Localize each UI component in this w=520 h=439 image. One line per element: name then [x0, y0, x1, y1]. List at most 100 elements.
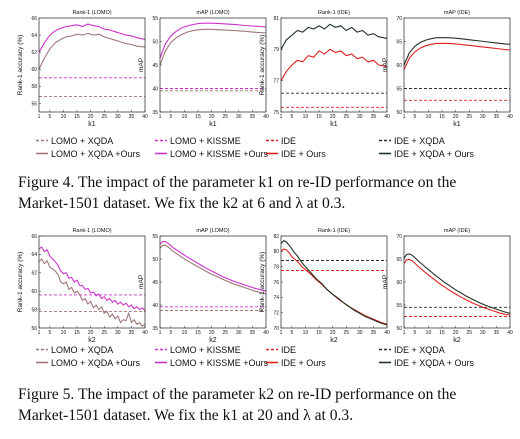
x-tick-label: 15	[439, 114, 445, 120]
series-line-4	[159, 240, 267, 292]
series-line-3	[280, 48, 388, 81]
x-tick-label: 15	[439, 330, 445, 336]
legend-label: IDE + XQDA + Ours	[394, 149, 475, 159]
chart-title: Rank-1 (LOMO)	[72, 228, 111, 234]
plot-frame	[403, 17, 511, 113]
legend-label: LOMO + KISSME	[170, 345, 241, 355]
x-tick-label: 5	[48, 114, 51, 120]
y-tick-label: 65	[396, 257, 402, 263]
figure-4-caption-text: The impact of the parameter k1 on re-ID …	[18, 174, 457, 212]
x-tick-label: 40	[384, 330, 390, 336]
x-tick-label: 40	[507, 114, 513, 120]
x-tick-label: 25	[101, 330, 107, 336]
x-tick-label: 20	[453, 114, 459, 120]
x-tick-label: 25	[222, 330, 228, 336]
y-tick-label: 56	[31, 326, 37, 332]
y-axis-label: mAP	[382, 58, 389, 72]
series-line-4	[159, 22, 267, 59]
plot-frame	[280, 235, 388, 329]
y-tick-label: 40	[152, 86, 158, 92]
chart-title: mAP (LOMO)	[196, 10, 229, 16]
x-tick-label: 15	[74, 330, 80, 336]
y-tick-label: 55	[152, 234, 158, 240]
y-tick-label: 70	[396, 16, 402, 22]
legend-label: LOMO + XQDA +Ours	[51, 358, 141, 368]
y-axis-label: mAP	[138, 58, 145, 72]
plot-frame	[159, 17, 267, 113]
chart-title: Rank-1 (IDE)	[318, 228, 350, 234]
x-tick-label: 1	[159, 114, 162, 120]
x-tick-label: 25	[343, 114, 349, 120]
legend-label: LOMO + KISSME +Ours	[170, 358, 269, 368]
y-tick-label: 75	[273, 110, 279, 116]
figure-4-caption: Figure 4. The impact of the parameter k1…	[18, 172, 510, 214]
x-axis-label: k2	[330, 337, 338, 344]
y-tick-label: 81	[273, 16, 279, 22]
plot-frame	[38, 235, 146, 329]
x-tick-label: 35	[250, 330, 256, 336]
x-tick-label: 5	[169, 330, 172, 336]
x-tick-label: 1	[403, 114, 406, 120]
x-tick-label: 35	[129, 330, 135, 336]
y-tick-label: 74	[273, 295, 279, 301]
x-axis-label: k1	[88, 121, 96, 128]
x-tick-label: 40	[263, 114, 269, 120]
x-tick-label: 10	[61, 330, 67, 336]
y-tick-label: 35	[152, 326, 158, 332]
y-axis-label: mAP	[138, 275, 145, 289]
y-tick-label: 50	[396, 326, 402, 332]
figure-5-legend: LOMO + XQDA LOMO + XQDA +Ours LOMO + KISSM…	[36, 345, 475, 368]
x-tick-label: 30	[357, 114, 363, 120]
x-tick-label: 20	[88, 114, 94, 120]
x-tick-label: 10	[303, 114, 309, 120]
x-tick-label: 25	[101, 114, 107, 120]
y-tick-label: 70	[396, 234, 402, 240]
chart-panel-5: Rank-1 (LOMO) Rank-1 accuracy (%) k2 56 58 60…	[17, 228, 148, 344]
y-tick-label: 55	[396, 86, 402, 92]
x-tick-label: 1	[280, 114, 283, 120]
x-tick-label: 1	[38, 330, 41, 336]
y-tick-label: 72	[273, 310, 279, 316]
y-tick-label: 82	[273, 234, 279, 240]
chart-title: Rank-1 (LOMO)	[72, 10, 111, 16]
y-tick-label: 66	[31, 234, 37, 240]
x-axis-label: k2	[209, 337, 217, 344]
y-axis-label: Rank-1 accuracy (%)	[17, 35, 24, 96]
y-axis-label: mAP	[382, 275, 389, 289]
y-axis-label: Rank-1 accuracy (%)	[259, 252, 266, 313]
x-tick-label: 35	[371, 330, 377, 336]
x-axis-label: k1	[209, 121, 217, 128]
x-tick-label: 15	[195, 114, 201, 120]
x-tick-label: 20	[209, 114, 215, 120]
x-tick-label: 25	[343, 330, 349, 336]
y-tick-label: 55	[396, 303, 402, 309]
figure-5-caption-prefix: Figure 5.	[18, 386, 75, 403]
x-tick-label: 30	[236, 330, 242, 336]
x-tick-label: 40	[507, 330, 513, 336]
y-tick-label: 58	[31, 84, 37, 90]
x-tick-label: 10	[182, 330, 188, 336]
x-axis-label: k2	[88, 337, 96, 344]
x-tick-label: 10	[426, 330, 432, 336]
y-tick-label: 66	[31, 16, 37, 22]
x-tick-label: 5	[413, 330, 416, 336]
chart-panel-3: Rank-1 (IDE) Rank-1 accuracy (%) k1 75 77 79 8…	[259, 10, 390, 128]
chart-title: Rank-1 (IDE)	[318, 10, 350, 16]
x-tick-label: 35	[250, 114, 256, 120]
y-tick-label: 70	[273, 326, 279, 332]
x-tick-label: 1	[280, 330, 283, 336]
series-line-3	[159, 244, 267, 295]
y-tick-label: 40	[152, 303, 158, 309]
x-tick-label: 20	[453, 330, 459, 336]
x-tick-label: 10	[61, 114, 67, 120]
x-tick-label: 30	[480, 330, 486, 336]
legend-label: IDE + Ours	[281, 149, 326, 159]
plot-frame	[403, 235, 511, 329]
y-tick-label: 77	[273, 78, 279, 84]
x-tick-label: 20	[209, 330, 215, 336]
y-tick-label: 79	[273, 47, 279, 53]
